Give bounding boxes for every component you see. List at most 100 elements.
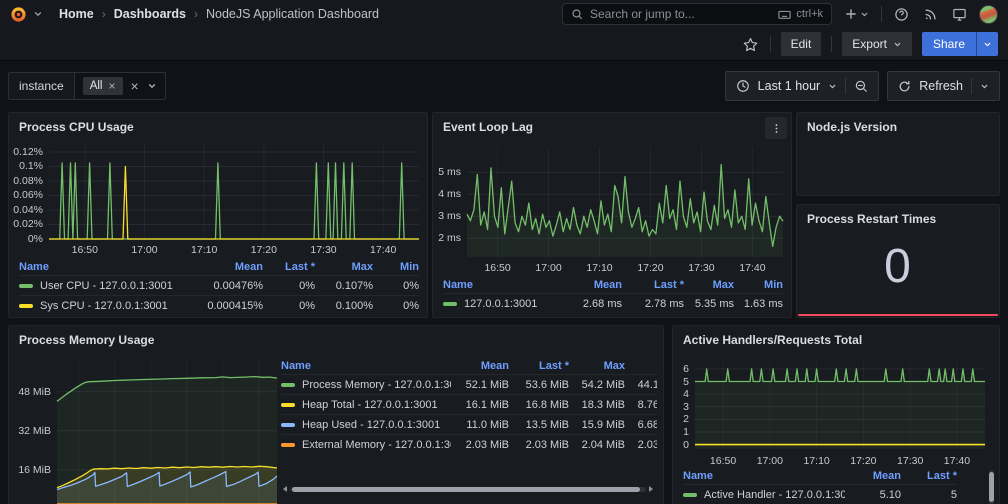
share-button-group: Share [921,32,998,56]
scroll-right-icon[interactable] [649,486,653,492]
plot-area[interactable] [439,139,785,275]
legend-header-min[interactable]: Min [400,260,419,273]
legend-header-min[interactable]: Min [764,278,783,291]
plus-icon [846,9,856,19]
breadcrumb: Home › Dashboards › NodeJS Application D… [59,7,379,21]
toolbar-divider [769,36,771,52]
panel-title[interactable]: Process CPU Usage [19,120,134,134]
variable-value-dropdown[interactable]: All × × [74,72,166,100]
series-toggle[interactable]: User CPU - 127.0.0.1:3001 [19,280,201,292]
series-toggle[interactable]: Process Memory - 127.0.0.1:3001 [281,379,451,391]
legend-header-name[interactable]: Name [443,278,473,291]
panel-title[interactable]: Process Memory Usage [19,333,155,347]
clear-all-icon[interactable]: × [130,78,139,94]
panel-title[interactable]: Event Loop Lag [443,120,533,134]
dashboard-toolbar: Edit Export Share [0,28,1008,61]
scroll-left-icon[interactable] [283,486,287,492]
chevron-down-icon [893,40,902,49]
legend-header-last[interactable]: Last * [285,260,315,273]
legend-row: Active Handler - 127.0.0.1:3001 5.10 5 [683,484,957,504]
legend-vertical-scrollbar[interactable] [989,470,994,504]
series-toggle[interactable]: 127.0.0.1:3001 [443,298,566,310]
legend-header-max[interactable]: Max [603,359,625,372]
scrollbar-thumb[interactable] [292,486,640,492]
series-toggle[interactable]: Active Handler - 127.0.0.1:3001 [683,489,845,501]
plot-area[interactable] [15,139,421,257]
help-button[interactable] [892,5,911,24]
panel-process-memory-usage: Process Memory Usage 48 MiB 32 MiB 16 MiB … [8,325,664,504]
plot-area[interactable] [15,352,281,504]
series-toggle[interactable]: Heap Used - 127.0.0.1:3001 [281,419,451,431]
series-toggle[interactable]: Heap Total - 127.0.0.1:3001 [281,399,451,411]
chevron-down-icon [861,12,868,16]
panel-title[interactable]: Process Restart Times [807,212,937,226]
chevron-down-icon [984,42,991,46]
stat-value: 0 [884,240,912,293]
news-button[interactable] [921,5,940,24]
panel-title[interactable]: Node.js Version [807,120,898,134]
legend-header-mean[interactable]: Mean [872,469,901,482]
add-button[interactable] [842,5,871,23]
share-menu-button[interactable] [976,32,998,56]
grafana-logo[interactable] [10,6,27,23]
nav-divider [881,6,882,22]
legend-header-last[interactable]: Last * [927,469,957,482]
plot-area[interactable] [679,352,991,468]
legend-header-last[interactable]: Last * [539,359,569,372]
series-color-swatch [443,301,457,306]
legend-header-min[interactable]: Min [625,360,657,372]
refresh-label[interactable]: Refresh [919,79,963,93]
legend-row: Heap Total - 127.0.0.1:3001 16.1 MiB 16.… [281,394,657,414]
legend-header-mean[interactable]: Mean [593,278,622,291]
legend-header-mean[interactable]: Mean [480,359,509,372]
x-axis-labels: 16:50 17:00 17:10 17:20 17:30 17:40 [709,455,971,467]
zoom-out-button[interactable] [854,79,868,93]
refresh-interval-dropdown[interactable] [980,82,989,91]
legend-header-name[interactable]: Name [281,359,311,372]
breadcrumb-dashboards[interactable]: Dashboards [113,7,186,21]
legend-header-name[interactable]: Name [683,469,713,482]
favorite-star-button[interactable] [741,35,760,54]
refresh-button[interactable] [898,80,911,93]
x-axis-labels: 16:50 17:00 17:10 17:20 17:30 17:40 [484,262,766,274]
panel-nodejs-version: Node.js Version [796,112,1000,196]
edit-button[interactable]: Edit [780,32,822,56]
rss-icon [925,8,936,20]
time-range-picker[interactable]: Last 1 hour [724,71,880,101]
kebab-menu-icon [775,123,777,133]
stat-sparkline [798,314,998,316]
legend-header-name[interactable]: Name [19,260,49,273]
variable-chip[interactable]: All × [82,77,123,95]
panel-title[interactable]: Active Handlers/Requests Total [683,333,863,347]
toolbar-divider [831,36,833,52]
monitoring-button[interactable] [950,5,969,24]
top-nav: Home › Dashboards › NodeJS Application D… [0,0,1008,28]
series-toggle[interactable]: Sys CPU - 127.0.0.1:3001 [19,300,201,312]
remove-value-icon[interactable]: × [108,79,116,93]
share-button[interactable]: Share [921,32,976,56]
search-input[interactable]: Search or jump to... ctrl+k [562,3,832,25]
series-color-swatch [281,422,295,427]
y-axis-labels: 0.12% 0.1% 0.08% 0.06% 0.04% 0.02% 0% [13,145,43,245]
legend-horizontal-scrollbar[interactable] [283,485,653,493]
legend-table: Name Mean Last * Max Min Process Memory … [281,358,657,454]
legend-header-last[interactable]: Last * [654,278,684,291]
breadcrumb-separator-icon: › [193,7,198,21]
breadcrumb-home[interactable]: Home [59,7,94,21]
export-button[interactable]: Export [842,32,912,56]
legend-header-max[interactable]: Max [351,260,373,273]
legend-header-mean[interactable]: Mean [234,260,263,273]
monitor-icon [953,8,966,21]
legend-row: External Memory - 127.0.0.1:3001 2.03 Mi… [281,434,657,454]
legend-header-max[interactable]: Max [712,278,734,291]
chevron-down-icon [828,82,837,91]
keyboard-icon [778,10,792,19]
series-color-swatch [19,303,33,308]
org-chevron-down-icon[interactable] [33,9,43,19]
legend-header-row: Name Mean Last * [683,468,957,483]
series-toggle[interactable]: External Memory - 127.0.0.1:3001 [281,439,451,451]
scrollbar-thumb[interactable] [989,472,994,502]
panel-menu-button[interactable] [765,117,787,139]
user-avatar[interactable] [979,4,998,24]
